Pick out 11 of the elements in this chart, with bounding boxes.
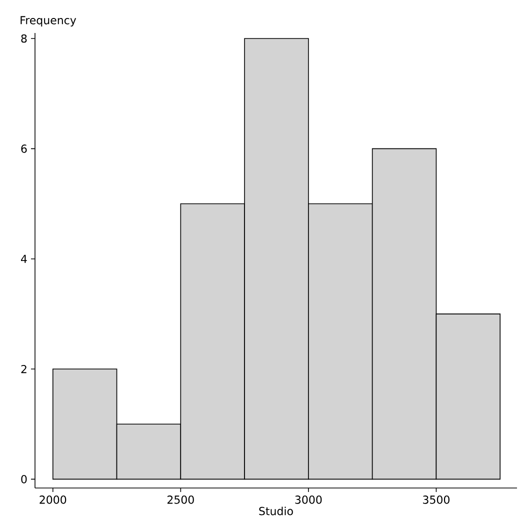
y-axis-title: Frequency — [20, 16, 76, 26]
x-tick-label: 2500 — [167, 496, 194, 504]
y-tick-label: 2 — [21, 364, 26, 374]
y-tick-label: 0 — [21, 475, 27, 484]
x-axis-title: Studio — [259, 506, 293, 516]
x-tick-label: 2000 — [40, 496, 66, 504]
y-tick-label: 8 — [21, 34, 27, 43]
y-tick-label: 4 — [21, 254, 27, 263]
y-tick-label: 6 — [21, 144, 27, 153]
x-tick-label: 3000 — [295, 496, 322, 504]
x-tick-label: 3500 — [423, 496, 450, 504]
